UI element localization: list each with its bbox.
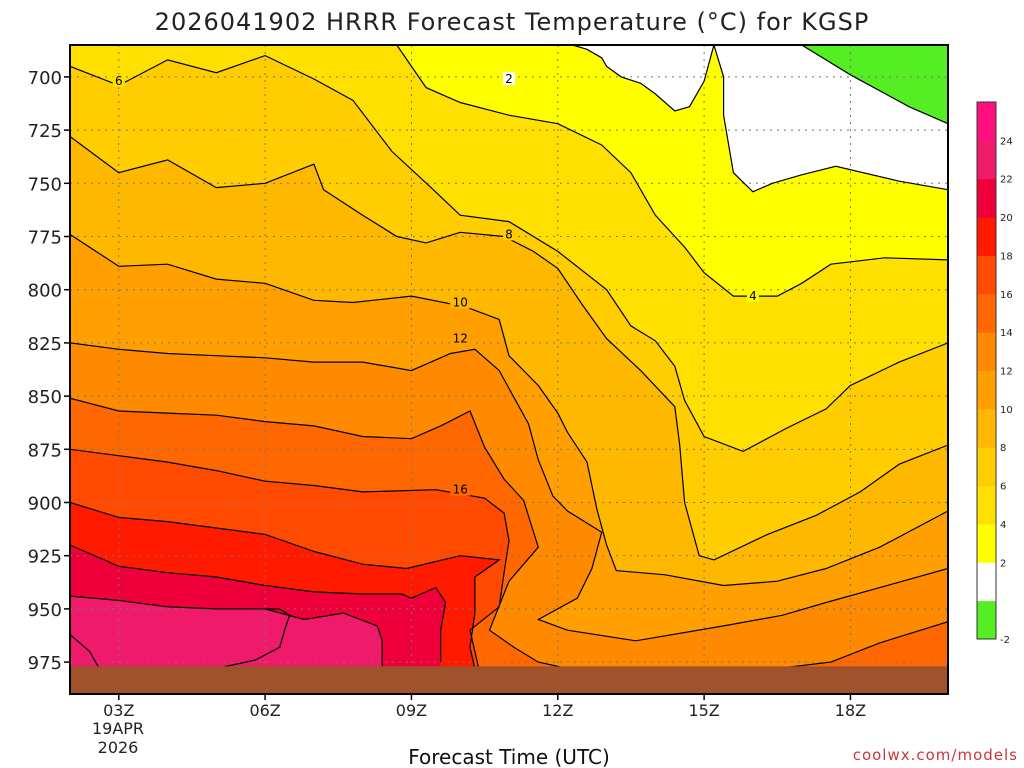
colorbar-tick-label: 14 — [1000, 328, 1013, 339]
contour-line-2 — [572, 45, 948, 193]
contour-label: 16 — [453, 483, 468, 497]
contour-lines: 2 4 6 8 10 12 16 — [70, 45, 948, 680]
contour-line-24 — [70, 633, 100, 669]
y-tick-label: 925 — [28, 547, 62, 568]
x-tick-label: 06Z — [249, 701, 280, 720]
colorbar-swatch — [977, 217, 996, 256]
contour-line-22 — [70, 595, 383, 669]
colorbar-swatch — [977, 293, 996, 333]
colorbar-swatch — [977, 600, 996, 640]
contour-label-bg — [746, 289, 759, 303]
y-tick-label: 900 — [28, 493, 62, 514]
contour-fill-0 — [70, 45, 948, 124]
contour-fills — [70, 45, 948, 694]
x-tick-label: 12Z — [542, 701, 573, 720]
contour-label-bg — [450, 331, 471, 345]
y-tick-label: 975 — [28, 653, 62, 674]
y-tick-label: 750 — [28, 174, 62, 195]
colorbar-swatch — [977, 102, 996, 141]
contour-label-bg — [112, 74, 125, 88]
y-tick-label: 850 — [28, 387, 62, 408]
colorbar-swatch — [977, 255, 996, 295]
colorbar-tick-label: 6 — [1000, 482, 1006, 493]
contour-line-18 — [70, 501, 501, 669]
contour-line-20 — [70, 544, 447, 663]
contour-label: 10 — [453, 295, 468, 309]
contour-line-0 — [801, 45, 948, 125]
ground-surface — [70, 666, 948, 694]
colorbar-swatch — [977, 332, 996, 371]
contour-fill-2 — [70, 45, 948, 192]
colorbar-tick-label: 4 — [1000, 520, 1006, 531]
colorbar-frame — [976, 101, 997, 640]
colorbar-swatch — [977, 447, 996, 487]
contour-line-4 — [396, 45, 948, 297]
y-tick-label: 725 — [28, 121, 62, 142]
colorbar-swatch — [977, 523, 996, 563]
contour-label: 6 — [115, 74, 123, 88]
y-tick-label: 800 — [28, 281, 62, 302]
chart-title: 2026041902 HRRR Forecast Temperature (°C… — [155, 8, 870, 36]
y-axis-ticks: 700 725 750 775 800 825 850 875 900 925 950 975 — [28, 68, 70, 674]
x-tick-label: 03Z — [103, 701, 134, 720]
x-axis-ticks: 03Z 06Z 09Z 12Z 15Z 18Z — [103, 694, 866, 720]
contour-label: 2 — [505, 72, 513, 86]
y-tick-label: 775 — [28, 228, 62, 249]
contour-label: 8 — [505, 227, 513, 241]
colorbar-swatch — [977, 140, 996, 180]
contour-label: 4 — [749, 289, 757, 303]
x-axis-label: Forecast Time (UTC) — [408, 745, 610, 768]
colorbar-swatch — [977, 485, 996, 525]
y-tick-label: 875 — [28, 440, 62, 461]
contour-line-8 — [70, 136, 948, 561]
colorbar-tick-label: 20 — [1000, 213, 1013, 224]
x-tick-label: 09Z — [396, 701, 427, 720]
contour-label-bg — [503, 227, 515, 241]
contour-line-10 — [70, 233, 948, 587]
x-tick-label: 18Z — [835, 701, 866, 720]
y-tick-label: 825 — [28, 334, 62, 355]
contour-line-16 — [70, 448, 510, 673]
x-tick-label: 15Z — [688, 701, 719, 720]
contour-label: 12 — [453, 332, 468, 346]
colorbar-tick-label: 2 — [1000, 558, 1006, 569]
colorbar-tick-label: 16 — [1000, 290, 1013, 301]
x-tick-date-month: 19APR — [92, 719, 144, 738]
x-tick-date-year: 2026 — [98, 738, 139, 757]
y-tick-label: 700 — [28, 68, 62, 89]
colorbar-tick-label: 12 — [1000, 367, 1013, 378]
colorbar-swatch — [977, 370, 996, 410]
contour-line-12 — [70, 342, 948, 642]
contour-label-bg — [450, 482, 471, 496]
colorbar-swatch — [977, 178, 996, 218]
colorbar-tick-label: 10 — [1000, 405, 1013, 416]
colorbar-tick-label: 22 — [1000, 175, 1013, 186]
colorbar-swatch — [977, 562, 996, 602]
plot-frame — [69, 44, 949, 695]
y-tick-label: 950 — [28, 600, 62, 621]
plot-area: 2 4 6 8 10 12 16 — [70, 45, 948, 694]
contour-line-6 — [70, 54, 948, 453]
colorbar-tick-label: 24 — [1000, 136, 1013, 147]
credit-text: coolwx.com/models — [853, 746, 1018, 764]
contour-label-bg — [450, 295, 471, 309]
colorbar-tick-label: 18 — [1000, 251, 1013, 262]
contour-label-bg — [503, 72, 515, 86]
colorbar: 24 22 20 18 16 14 12 10 8 6 4 2 -2 — [976, 101, 1013, 646]
colorbar-tick-label: 8 — [1000, 443, 1006, 454]
colorbar-tick-label: -2 — [1000, 635, 1010, 646]
colorbar-swatch — [977, 408, 996, 448]
